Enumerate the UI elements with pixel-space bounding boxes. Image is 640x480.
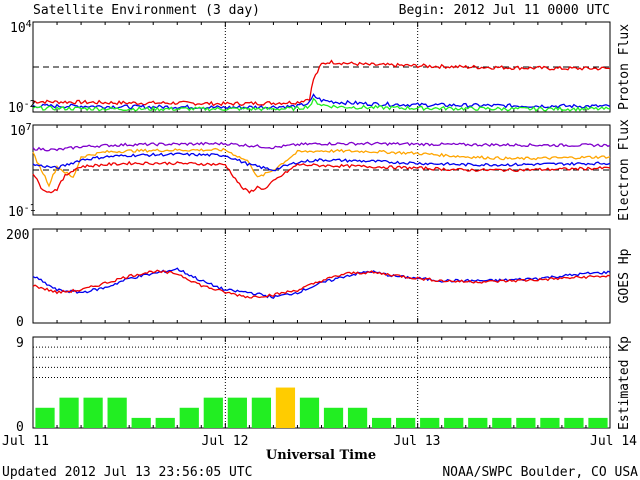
kp-bar — [155, 417, 175, 428]
kp-bar — [35, 407, 55, 428]
kp-bar — [444, 417, 464, 428]
kp-bar — [347, 407, 368, 428]
electron-ytick-bottom: 10-1 — [8, 203, 36, 220]
kp-bar — [179, 407, 199, 428]
xtick-jul-12: Jul 12 — [202, 434, 249, 449]
proton-ytick-bottom: 10-2 — [8, 99, 36, 116]
series-line-red — [32, 59, 611, 107]
chart-title: Satellite Environment (3 day) — [33, 3, 260, 18]
kp-bar — [564, 417, 584, 428]
proton-ytick-top: 104 — [10, 19, 32, 36]
estimated-kp-panel: 9 0 Estimated Kp — [16, 336, 632, 435]
series-line-purple — [32, 141, 611, 152]
kp-bar — [371, 417, 392, 428]
kp-bar — [203, 397, 223, 428]
kp-bar — [588, 417, 608, 428]
goes-hp-ylabel: GOES Hp — [617, 248, 632, 303]
electron-flux-ylabel: Electron Flux — [617, 119, 632, 221]
kp-bar — [59, 397, 79, 428]
series-line-red — [32, 269, 611, 299]
x-axis-label: Universal Time — [266, 448, 376, 463]
electron-flux-panel: 107 10-1 Electron Flux — [8, 119, 632, 221]
kp-bar — [420, 417, 440, 428]
kp-bar — [275, 387, 296, 428]
series-line-red — [32, 160, 611, 194]
kp-bar — [540, 417, 560, 428]
kp-bar — [251, 397, 272, 428]
kp-bar — [396, 417, 416, 428]
kp-ytick-top: 9 — [16, 336, 24, 351]
kp-bar — [83, 397, 103, 428]
xtick-jul-14: Jul 14 — [590, 434, 637, 449]
kp-bar — [131, 417, 151, 428]
electron-ytick-top: 107 — [10, 122, 32, 139]
proton-flux-panel: 104 10-2 Proton Flux — [8, 19, 632, 116]
kp-bar — [516, 417, 536, 428]
kp-bar — [468, 417, 488, 428]
xtick-jul-11: Jul 11 — [2, 434, 49, 449]
proton-flux-ylabel: Proton Flux — [617, 24, 632, 110]
kp-bar — [107, 397, 127, 428]
goes-hp-panel: 200 0 GOES Hp — [6, 228, 632, 330]
kp-bar — [492, 417, 512, 428]
begin-time: Begin: 2012 Jul 11 0000 UTC — [399, 3, 610, 18]
kp-bar — [323, 407, 344, 428]
xtick-jul-13: Jul 13 — [394, 434, 441, 449]
credit: NOAA/SWPC Boulder, CO USA — [442, 465, 638, 480]
series-line-orange — [32, 147, 611, 188]
series-line-blue — [32, 267, 611, 299]
hp-ytick-top: 200 — [6, 228, 29, 243]
updated-timestamp: Updated 2012 Jul 13 23:56:05 UTC — [2, 465, 252, 480]
hp-ytick-bottom: 0 — [16, 315, 24, 330]
kp-bar — [299, 397, 320, 428]
kp-bar — [227, 397, 247, 428]
series-line-blue — [32, 93, 611, 110]
series-line-green — [32, 97, 611, 112]
estimated-kp-ylabel: Estimated Kp — [617, 336, 632, 430]
kp-ytick-bottom: 0 — [16, 420, 24, 435]
series-line-blue — [32, 152, 611, 172]
